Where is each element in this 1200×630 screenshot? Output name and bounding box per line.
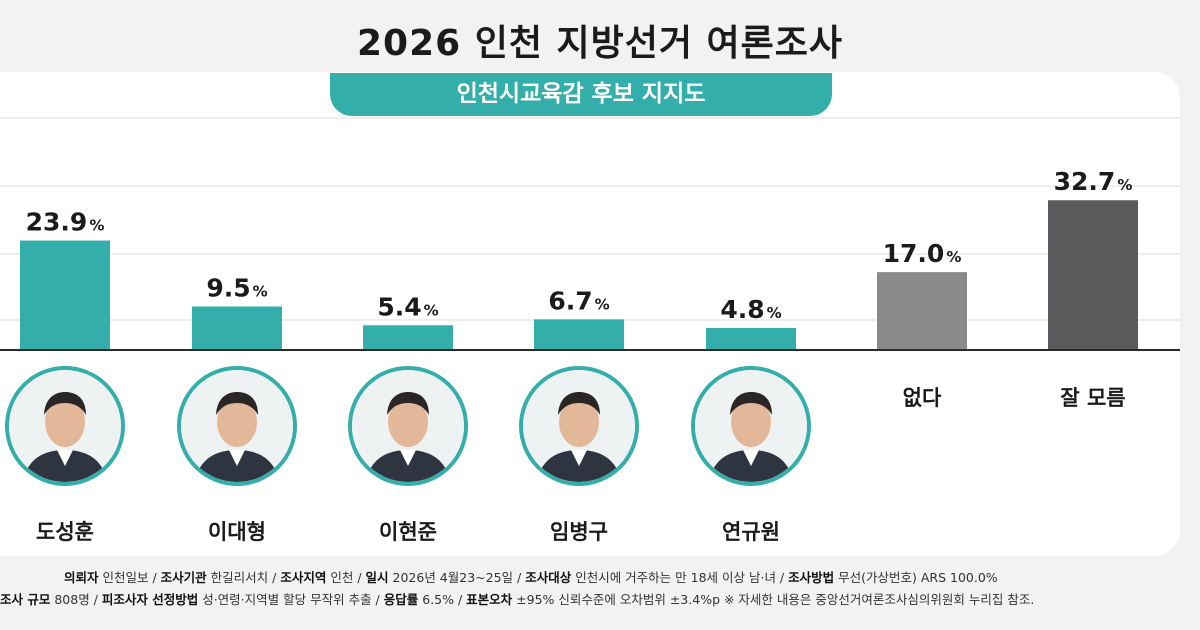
category-label-6: 없다 [902,386,942,410]
footer-value: 인천일보 [98,570,149,585]
footer-key: 의뢰자 [64,570,99,585]
candidate-photo-4 [519,366,639,486]
bar-5 [706,328,796,350]
footer-value: 무선(가상번호) ARS 100.0% [834,570,998,585]
category-label-2: 이대형 [208,520,266,544]
footer-key: 표본오차 [466,592,513,607]
footer-key: 조사방법 [788,570,835,585]
footer-key: 피조사자 선정방법 [101,592,199,607]
bar-7 [1048,200,1138,350]
person-icon [352,370,464,482]
data-label-3: 5.4% [377,292,438,321]
footer-value: 인천 [326,570,354,585]
chart-subtitle: 인천시교육감 후보 지지도 [330,73,832,116]
candidate-photo-1 [5,366,125,486]
person-icon [523,370,635,482]
bar-4 [534,319,624,350]
category-label-1: 도성훈 [36,520,94,544]
data-label-5: 4.8% [720,295,781,324]
data-label-6: 17.0% [883,239,962,268]
category-label-7: 잘 모름 [1060,386,1126,410]
footer-value: ±95% 신뢰수준에 오차범위 ±3.4%p [512,592,721,607]
footer-value: 808명 [50,592,90,607]
footer-key: 일시 [365,570,389,585]
footer-key: 조사대상 [525,570,572,585]
footer-value: 한길리서치 [206,570,269,585]
footer-value: 2026년 4월23~25일 [388,570,514,585]
footer-key: 조사기관 [160,570,207,585]
person-icon [181,370,293,482]
person-icon [9,370,121,482]
data-label-4: 6.7% [548,286,609,315]
person-icon [695,370,807,482]
footer-note: ※ 자세한 내용은 중앙선거여론조사심의위원회 누리집 참조. [720,592,1035,607]
footer-value: 성·연령·지역별 할당 무작위 추출 [198,592,372,607]
bar-6 [877,272,967,350]
footer-line-2: 조사 규모 808명 / 피조사자 선정방법 성·연령·지역별 할당 무작위 추… [0,592,1035,607]
survey-footer: 의뢰자 인천일보 / 조사기관 한길리서치 / 조사지역 인천 / 일시 202… [0,567,1200,611]
data-label-1: 23.9% [26,208,105,237]
candidate-photo-5 [691,366,811,486]
page-title: 2026 인천 지방선거 여론조사 [357,23,843,64]
candidate-photo-3 [348,366,468,486]
data-label-7: 32.7% [1054,167,1133,196]
footer-key: 조사지역 [280,570,327,585]
bar-1 [20,240,110,350]
category-label-5: 연규원 [722,520,780,544]
footer-value: 인천시에 거주하는 만 18세 이상 남·녀 [571,570,776,585]
category-label-4: 임병구 [550,520,608,544]
data-label-2: 9.5% [206,273,267,302]
bar-2 [192,306,282,350]
footer-line-1: 의뢰자 인천일보 / 조사기관 한길리서치 / 조사지역 인천 / 일시 202… [64,570,998,585]
category-label-3: 이현준 [379,520,437,544]
bar-chart: 23.9 % 9.5 % 5.4% 6.7% 4.8 % 17.0 % 32.7% [0,117,1180,351]
footer-value: 6.5% [418,592,454,607]
footer-key: 응답률 [383,592,419,607]
bar-3 [363,325,453,350]
footer-key: 조사 규모 [0,592,51,607]
candidate-photo-2 [177,366,297,486]
